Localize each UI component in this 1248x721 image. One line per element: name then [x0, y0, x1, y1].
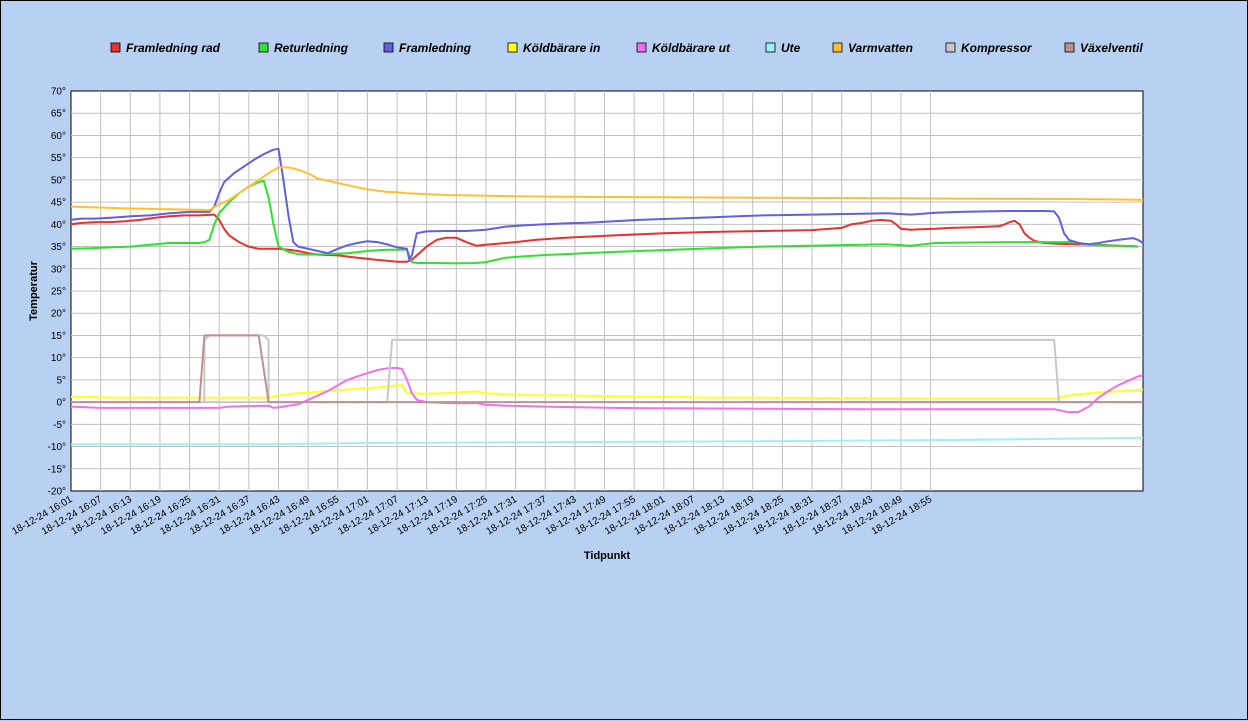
y-tick-label: 10°	[51, 353, 66, 364]
y-tick-label: 70°	[51, 87, 66, 98]
series-lines	[70, 147, 1144, 446]
legend-swatch	[258, 42, 269, 53]
y-tick-label: 35°	[51, 242, 66, 253]
legend-swatch	[1064, 42, 1075, 53]
series-line-k-ldb-rare-ut	[70, 366, 1144, 414]
y-tick-label: 60°	[51, 131, 66, 142]
y-tick-label: 0°	[56, 398, 66, 409]
y-axis-title: Temperatur	[28, 260, 40, 320]
legend-swatch	[945, 42, 956, 53]
legend-label: Framledning rad	[126, 41, 221, 55]
series-line-ute	[71, 436, 1144, 446]
legend-swatch	[765, 42, 776, 53]
series-line-returledning	[70, 179, 1139, 265]
y-tick-label: 45°	[51, 198, 66, 209]
x-axis-title: Tidpunkt	[584, 550, 631, 562]
series-line-framledning	[70, 147, 1144, 261]
y-tick-label: 15°	[51, 331, 66, 342]
y-tick-label: -5°	[53, 420, 66, 431]
series-line-k-ldb-rare-in	[70, 384, 1144, 400]
legend: Framledning rad Returledning Framledning Kö…	[110, 41, 1143, 55]
series-line-v-xelventil	[71, 334, 1143, 404]
series-line-varmvatten	[70, 166, 1144, 212]
legend-label: Varmvatten	[848, 41, 913, 55]
y-tick-label: 5°	[56, 375, 66, 386]
legend-label: Växelventil	[1080, 41, 1143, 55]
grid	[71, 91, 1143, 491]
y-tick-label: -15°	[48, 464, 66, 475]
y-axis-ticks: -20° -15° -10° -5° 0° 5° 10° 15° 20° 25° 30° 35° 40°…	[48, 87, 66, 498]
legend-label: Kompressor	[961, 41, 1033, 55]
y-tick-label: -10°	[48, 442, 66, 453]
legend-swatch	[110, 42, 121, 53]
y-tick-label: -20°	[48, 487, 66, 498]
legend-label: Ute	[781, 41, 801, 55]
legend-label: Köldbärare in	[523, 41, 600, 55]
legend-label: Framledning	[399, 41, 472, 55]
series-line-framledning-rad	[70, 213, 1139, 263]
legend-label: Returledning	[274, 41, 349, 55]
y-tick-label: 25°	[51, 287, 66, 298]
legend-swatch	[636, 42, 647, 53]
y-tick-label: 50°	[51, 175, 66, 186]
y-tick-label: 20°	[51, 309, 66, 320]
legend-swatch	[832, 42, 843, 53]
y-tick-label: 30°	[51, 264, 66, 275]
legend-swatch	[383, 42, 394, 53]
legend-label: Köldbärare ut	[652, 41, 731, 55]
y-tick-label: 55°	[51, 153, 66, 164]
y-tick-label: 65°	[51, 109, 66, 120]
legend-swatch	[507, 42, 518, 53]
y-tick-label: 40°	[51, 220, 66, 231]
